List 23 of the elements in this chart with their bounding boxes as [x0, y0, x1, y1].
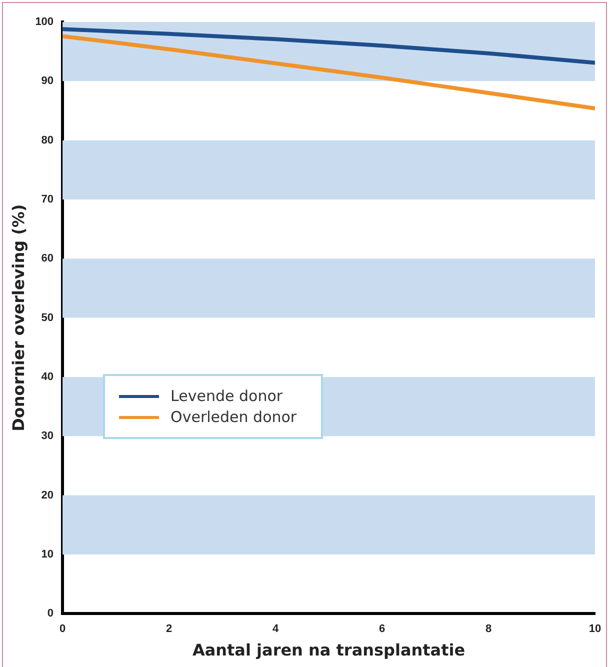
x-tick-label: 4 [272, 623, 280, 636]
x-axis-title: Aantal jaren na transplantatie [192, 640, 466, 660]
x-tick-label: 10 [588, 623, 602, 636]
y-tick-label: 90 [41, 75, 54, 88]
x-tick-label: 6 [378, 623, 386, 636]
y-tick-label: 30 [41, 430, 54, 442]
legend-label: Overleden donor [170, 408, 297, 426]
y-tick-label: 10 [41, 548, 54, 560]
y-tick-label: 20 [41, 489, 54, 502]
y-tick-label: 60 [41, 252, 54, 265]
x-tick-label: 8 [485, 623, 492, 636]
y-tick-label: 80 [41, 134, 54, 146]
legend-label: Levende donor [170, 387, 283, 406]
y-tick-label: 50 [41, 312, 54, 324]
line-series [62, 34, 595, 110]
x-tick-label: 2 [166, 623, 172, 636]
x-tick-label: 0 [59, 623, 66, 636]
y-tick-label: 100 [35, 16, 54, 28]
line-series [62, 27, 595, 65]
y-axis-title: Donornier overleving (%) [8, 204, 28, 432]
y-tick-label: 0 [47, 608, 54, 620]
y-tick-label: 70 [41, 194, 54, 206]
y-tick-label: 40 [41, 370, 54, 383]
